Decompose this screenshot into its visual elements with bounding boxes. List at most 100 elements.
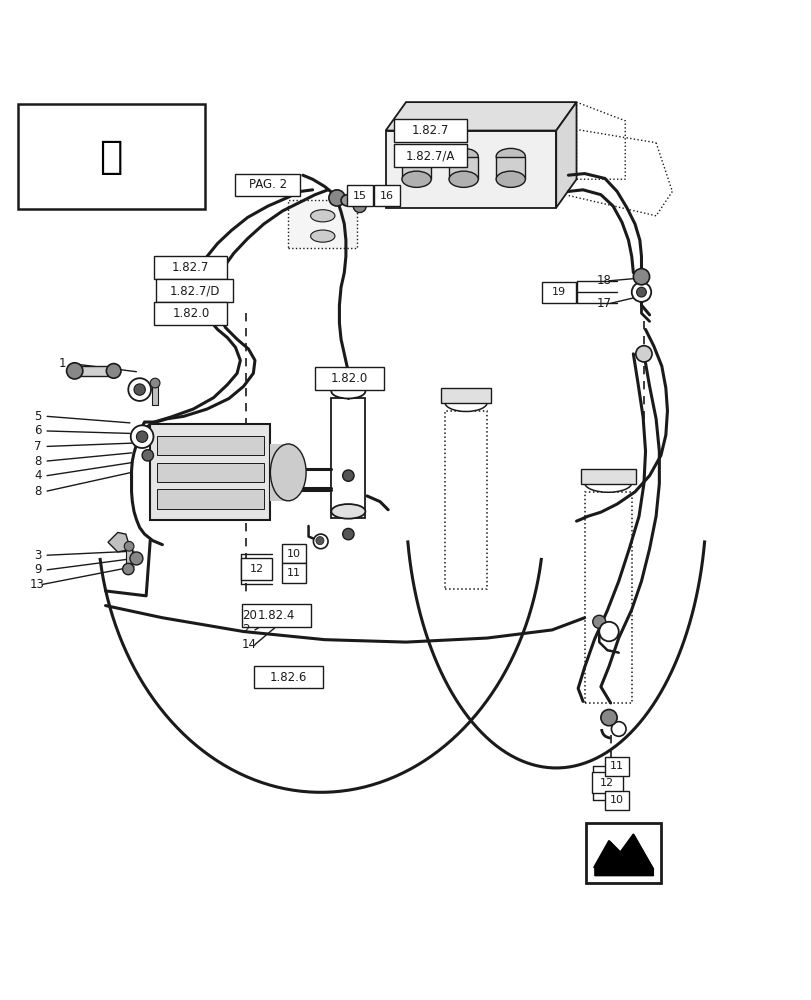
Circle shape [130,552,143,565]
Circle shape [599,622,618,641]
Ellipse shape [341,195,354,206]
FancyBboxPatch shape [440,388,491,403]
Circle shape [353,200,366,213]
Circle shape [134,384,145,395]
FancyBboxPatch shape [235,174,300,196]
FancyBboxPatch shape [281,563,306,583]
FancyBboxPatch shape [591,772,622,793]
FancyBboxPatch shape [270,444,288,501]
Text: 15: 15 [352,191,367,201]
Circle shape [636,287,646,297]
FancyBboxPatch shape [157,463,264,482]
FancyBboxPatch shape [604,757,629,776]
FancyBboxPatch shape [154,302,227,325]
Ellipse shape [310,210,334,222]
Text: 1.82.0: 1.82.0 [330,372,367,385]
Ellipse shape [444,394,487,411]
FancyBboxPatch shape [584,492,631,703]
Circle shape [131,425,153,448]
Text: 16: 16 [380,191,394,201]
FancyBboxPatch shape [253,666,322,688]
Text: PAG. 2: PAG. 2 [249,178,286,191]
FancyBboxPatch shape [314,367,383,390]
Circle shape [631,282,650,302]
FancyBboxPatch shape [150,424,270,520]
Text: 8: 8 [34,485,41,498]
Ellipse shape [496,148,525,165]
Text: 20: 20 [242,609,256,622]
FancyBboxPatch shape [18,104,204,209]
FancyBboxPatch shape [288,200,357,248]
FancyBboxPatch shape [393,144,466,167]
Ellipse shape [270,444,306,501]
Circle shape [313,534,328,549]
Circle shape [136,431,148,442]
Circle shape [128,378,151,401]
Circle shape [124,541,134,551]
Text: 10: 10 [609,795,624,805]
Circle shape [142,450,153,461]
Circle shape [328,190,345,206]
FancyBboxPatch shape [152,384,158,405]
FancyBboxPatch shape [77,366,114,376]
Text: 6: 6 [34,424,41,437]
Circle shape [342,528,354,540]
Text: 1.82.7/A: 1.82.7/A [406,149,454,162]
FancyBboxPatch shape [331,398,365,518]
Ellipse shape [310,230,334,242]
Circle shape [600,709,616,726]
Text: 1.82.0: 1.82.0 [172,307,209,320]
Text: 7: 7 [34,440,41,453]
Ellipse shape [331,384,365,398]
FancyBboxPatch shape [385,131,556,208]
FancyBboxPatch shape [401,157,431,179]
FancyBboxPatch shape [444,411,487,589]
Circle shape [150,378,160,388]
FancyBboxPatch shape [496,157,525,179]
Text: 13: 13 [29,578,44,591]
Text: 1.82.4: 1.82.4 [257,609,294,622]
Text: 10: 10 [286,549,301,559]
FancyBboxPatch shape [586,823,660,883]
Text: 1.82.7: 1.82.7 [172,261,209,274]
FancyBboxPatch shape [393,119,466,142]
Circle shape [67,363,83,379]
Text: 3: 3 [34,549,41,562]
Text: 11: 11 [609,761,624,771]
FancyBboxPatch shape [154,256,227,279]
Text: 1.82.6: 1.82.6 [269,671,307,684]
Circle shape [315,537,324,545]
FancyBboxPatch shape [156,279,233,302]
Circle shape [592,615,605,628]
Ellipse shape [496,171,525,187]
Text: 9: 9 [34,563,41,576]
FancyBboxPatch shape [541,282,575,303]
Circle shape [106,364,121,378]
Ellipse shape [401,171,431,187]
Text: 4: 4 [34,469,41,482]
Text: 5: 5 [34,410,41,423]
Ellipse shape [584,474,631,492]
Circle shape [635,346,651,362]
FancyBboxPatch shape [157,436,264,455]
FancyBboxPatch shape [126,547,132,565]
FancyBboxPatch shape [241,558,272,580]
Polygon shape [576,102,624,179]
FancyBboxPatch shape [157,489,264,509]
Text: 12: 12 [249,564,264,574]
FancyBboxPatch shape [374,185,400,206]
Ellipse shape [331,504,365,519]
FancyBboxPatch shape [242,604,311,627]
FancyBboxPatch shape [281,544,306,563]
Circle shape [342,470,354,481]
Polygon shape [385,102,576,131]
Polygon shape [108,532,128,552]
FancyBboxPatch shape [346,185,372,206]
FancyBboxPatch shape [604,791,629,810]
Circle shape [633,269,649,285]
Text: 🚜: 🚜 [100,138,122,176]
Circle shape [122,563,134,575]
Text: 18: 18 [596,274,611,287]
FancyBboxPatch shape [580,469,635,484]
Ellipse shape [448,148,478,165]
